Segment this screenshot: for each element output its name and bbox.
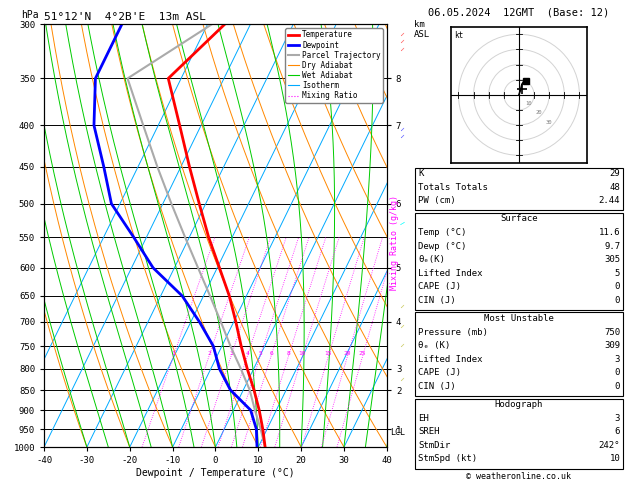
Text: 10: 10 <box>610 454 620 464</box>
Text: Temp (°C): Temp (°C) <box>418 228 467 237</box>
Text: 2: 2 <box>207 351 211 356</box>
Text: CIN (J): CIN (J) <box>418 382 456 391</box>
Text: —: — <box>398 218 407 229</box>
Text: 3: 3 <box>230 351 233 356</box>
Text: 0: 0 <box>615 282 620 292</box>
Text: 48: 48 <box>610 183 620 192</box>
Text: Totals Totals: Totals Totals <box>418 183 488 192</box>
Text: 10: 10 <box>299 351 306 356</box>
Text: Pressure (mb): Pressure (mb) <box>418 328 488 337</box>
Text: 6: 6 <box>269 351 273 356</box>
Text: —: — <box>399 125 406 132</box>
Text: Lifted Index: Lifted Index <box>418 355 483 364</box>
Text: Hodograph: Hodograph <box>495 400 543 409</box>
Text: 0: 0 <box>615 382 620 391</box>
Text: 309: 309 <box>604 341 620 350</box>
Text: kt: kt <box>454 31 463 40</box>
Text: 1: 1 <box>172 351 175 356</box>
Text: © weatheronline.co.uk: © weatheronline.co.uk <box>467 472 571 481</box>
Text: 6: 6 <box>615 427 620 436</box>
Text: 30: 30 <box>545 120 552 125</box>
Text: 8: 8 <box>287 351 291 356</box>
Text: —: — <box>399 342 406 348</box>
Text: CAPE (J): CAPE (J) <box>418 282 461 292</box>
Text: SREH: SREH <box>418 427 440 436</box>
Text: —: — <box>399 45 406 52</box>
Text: —: — <box>399 38 406 45</box>
Text: 20: 20 <box>535 110 542 116</box>
Text: —: — <box>399 133 406 139</box>
Text: 4: 4 <box>245 351 249 356</box>
Text: CIN (J): CIN (J) <box>418 296 456 305</box>
Text: 9.7: 9.7 <box>604 242 620 251</box>
Text: Lifted Index: Lifted Index <box>418 269 483 278</box>
Text: 5: 5 <box>615 269 620 278</box>
Text: 29: 29 <box>610 169 620 178</box>
Text: 51°12'N  4°2B'E  13m ASL: 51°12'N 4°2B'E 13m ASL <box>44 12 206 22</box>
Text: 750: 750 <box>604 328 620 337</box>
Text: 3: 3 <box>615 414 620 423</box>
Text: 20: 20 <box>344 351 352 356</box>
Text: Surface: Surface <box>500 214 538 224</box>
Text: θₑ(K): θₑ(K) <box>418 255 445 264</box>
Text: —: — <box>399 303 406 310</box>
Text: 06.05.2024  12GMT  (Base: 12): 06.05.2024 12GMT (Base: 12) <box>428 7 610 17</box>
X-axis label: Dewpoint / Temperature (°C): Dewpoint / Temperature (°C) <box>136 468 295 478</box>
Text: K: K <box>418 169 424 178</box>
Text: Most Unstable: Most Unstable <box>484 314 554 323</box>
Text: 11.6: 11.6 <box>599 228 620 237</box>
Text: 0: 0 <box>615 368 620 378</box>
Text: StmDir: StmDir <box>418 441 450 450</box>
Text: 10: 10 <box>525 101 532 105</box>
Text: CAPE (J): CAPE (J) <box>418 368 461 378</box>
Text: 0: 0 <box>615 296 620 305</box>
Text: —: — <box>399 322 406 329</box>
Legend: Temperature, Dewpoint, Parcel Trajectory, Dry Adiabat, Wet Adiabat, Isotherm, Mi: Temperature, Dewpoint, Parcel Trajectory… <box>286 28 383 103</box>
Text: θₑ (K): θₑ (K) <box>418 341 450 350</box>
Text: 2.44: 2.44 <box>599 196 620 206</box>
Text: Mixing Ratio (g/kg): Mixing Ratio (g/kg) <box>390 195 399 291</box>
Y-axis label: hPa: hPa <box>21 10 39 20</box>
Text: —: — <box>399 31 406 37</box>
Text: EH: EH <box>418 414 429 423</box>
Text: 5: 5 <box>259 351 262 356</box>
Text: 3: 3 <box>615 355 620 364</box>
Text: —: — <box>399 376 406 382</box>
Text: 25: 25 <box>359 351 367 356</box>
Text: StmSpd (kt): StmSpd (kt) <box>418 454 477 464</box>
Text: 305: 305 <box>604 255 620 264</box>
Text: PW (cm): PW (cm) <box>418 196 456 206</box>
Text: LCL: LCL <box>390 428 405 437</box>
Text: 15: 15 <box>325 351 332 356</box>
Text: 242°: 242° <box>599 441 620 450</box>
Text: Dewp (°C): Dewp (°C) <box>418 242 467 251</box>
Y-axis label: km
ASL: km ASL <box>415 20 430 39</box>
